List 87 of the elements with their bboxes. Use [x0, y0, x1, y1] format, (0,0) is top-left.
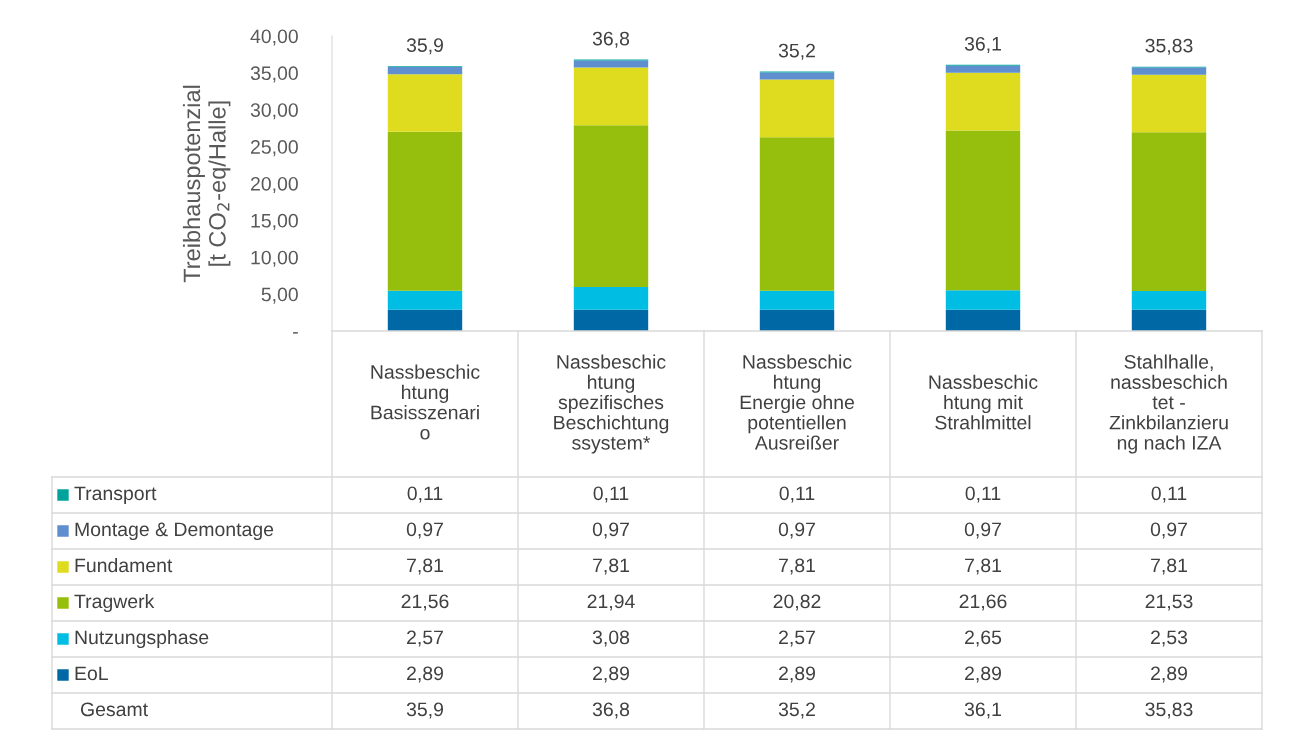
x-tick-label: Nassbeschic htung spezifisches Beschichtung ssystem*	[554, 354, 669, 454]
y-tick-label: 35,00	[250, 66, 298, 83]
y-tick-label: 25,00	[250, 140, 298, 157]
data-label: 3,08	[592, 630, 630, 647]
data-label: 7,81	[407, 558, 443, 575]
data-label: 7,81	[593, 558, 629, 575]
legend-label: EoL	[75, 666, 108, 681]
data-label: 2,89	[407, 666, 443, 683]
data-label: 7,81	[1151, 558, 1187, 575]
data-label: 0,11	[965, 486, 1001, 503]
bar	[573, 60, 649, 68]
bar	[759, 72, 835, 80]
legend-label: Tragwerk	[74, 593, 155, 613]
bar	[1131, 309, 1207, 331]
legend-label: Nutzungsphase	[75, 629, 209, 649]
data-label: 21,56	[401, 594, 449, 611]
total-label: 35,9	[406, 38, 443, 55]
bar	[573, 67, 649, 126]
data-label: 0,11	[407, 486, 443, 503]
y-tick-label: 30,00	[250, 103, 298, 120]
text: 35,2	[778, 702, 815, 719]
total-label: 35,83	[1145, 38, 1193, 55]
data-label: 2,65	[965, 630, 1002, 647]
legend-label: Montage & Demontage	[75, 522, 274, 541]
bar	[387, 309, 463, 331]
bar	[573, 125, 649, 287]
data-label: 0,11	[1151, 486, 1187, 503]
bar	[759, 309, 835, 331]
data-label: 2,89	[1151, 666, 1187, 683]
text: 35,9	[406, 702, 443, 719]
data-label: 0,11	[779, 486, 815, 503]
data-label: 2,57	[779, 630, 815, 647]
text: Gesamt	[80, 702, 148, 717]
y-tick-label: 20,00	[250, 176, 298, 194]
bar	[759, 79, 835, 138]
y-tick-label: 5,00	[261, 287, 298, 304]
bar	[573, 286, 649, 310]
bar	[387, 74, 463, 132]
y-tick-label: -	[293, 332, 298, 334]
bar	[945, 290, 1021, 310]
text: 36,1	[964, 702, 1001, 719]
data-label: 0,97	[406, 522, 443, 539]
bar	[759, 137, 835, 291]
bar	[1131, 132, 1207, 292]
data-label: 2,89	[779, 666, 815, 683]
legend-label: Transport	[74, 486, 157, 505]
x-tick-label: Nassbeschic htung Basisszenari o	[371, 364, 480, 440]
bar	[387, 66, 463, 75]
data-label: 0,97	[592, 522, 629, 539]
bar	[387, 290, 463, 310]
total-label: 36,8	[592, 31, 630, 48]
total-label: 35,2	[778, 43, 815, 60]
bar	[945, 65, 1021, 73]
bar	[573, 309, 649, 331]
bar	[945, 309, 1021, 331]
data-label: 21,94	[587, 594, 635, 611]
text: 35,83	[1145, 702, 1193, 719]
data-label: 2,53	[1151, 630, 1188, 647]
bar	[945, 72, 1021, 131]
data-label: 2,89	[965, 666, 1001, 683]
y-tick-label: 10,00	[251, 250, 298, 267]
total-label: 36,1	[964, 36, 1001, 53]
bar	[759, 290, 835, 310]
data-label: 2,89	[593, 666, 629, 683]
x-tick-label: Stahlhalle, nassbeschich tet - Zinkbilanzieru ng nach IZA	[1109, 354, 1228, 454]
y-tick-label: 15,00	[251, 213, 298, 230]
bar	[1131, 291, 1207, 310]
x-tick-label: Nassbeschic htung Energie ohne potentiellen Ausreißer	[740, 354, 854, 450]
bar	[387, 131, 463, 291]
data-label: 0,97	[1150, 522, 1187, 539]
data-label: 7,81	[965, 558, 1001, 575]
legend-label: Fundament	[75, 557, 173, 573]
data-label: 0,11	[593, 486, 629, 503]
x-tick-label: Nassbeschic htung mit Strahlmittel	[929, 374, 1038, 430]
y-axis-title: Treibhauspotenzial [t CO$_{2}$-eq/Halle]	[182, 85, 231, 283]
bar	[1131, 74, 1207, 133]
data-label: 0,97	[778, 522, 815, 539]
data-label: 2,57	[407, 630, 443, 647]
y-tick-label: 40,00	[250, 29, 298, 46]
data-label: 21,66	[959, 594, 1007, 611]
text: 36,8	[592, 702, 630, 719]
data-label: 21,53	[1145, 594, 1193, 611]
data-label: 0,97	[964, 522, 1001, 539]
data-label: 20,82	[773, 594, 821, 611]
data-label: 7,81	[779, 558, 815, 575]
bar	[945, 130, 1021, 291]
bar	[1131, 67, 1207, 75]
